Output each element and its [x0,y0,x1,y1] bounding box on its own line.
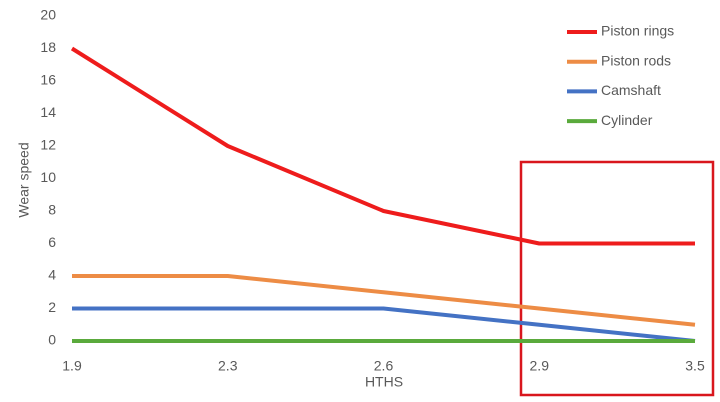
y-tick-label: 4 [48,267,56,283]
series-line [72,306,696,343]
x-tick-label: 2.6 [374,358,394,374]
x-tick-label: 3.5 [685,358,705,374]
legend-label: Cylinder [601,112,653,128]
x-tick-label: 2.9 [530,358,550,374]
y-tick-label: 0 [48,332,56,348]
x-axis-label: HTHS [365,374,403,390]
y-tick-label: 6 [48,234,56,250]
x-tick-label: 2.3 [218,358,238,374]
highlight-box [519,160,715,397]
legend-label: Camshaft [601,82,661,98]
legend-label: Piston rods [601,52,671,68]
y-tick-label: 2 [48,299,56,315]
x-tick-label: 1.9 [62,358,82,374]
y-tick-label: 20 [40,7,56,23]
y-tick-label: 10 [40,169,56,185]
y-tick-label: 12 [40,137,56,153]
y-tick-label: 16 [40,72,56,88]
y-axis-label: Wear speed [16,142,32,217]
y-tick-label: 18 [40,39,56,55]
series-line [70,46,695,246]
y-tick-label: 8 [48,202,56,218]
legend-label: Piston rings [601,23,674,39]
series-line [72,274,696,327]
y-tick-label: 14 [40,104,56,120]
